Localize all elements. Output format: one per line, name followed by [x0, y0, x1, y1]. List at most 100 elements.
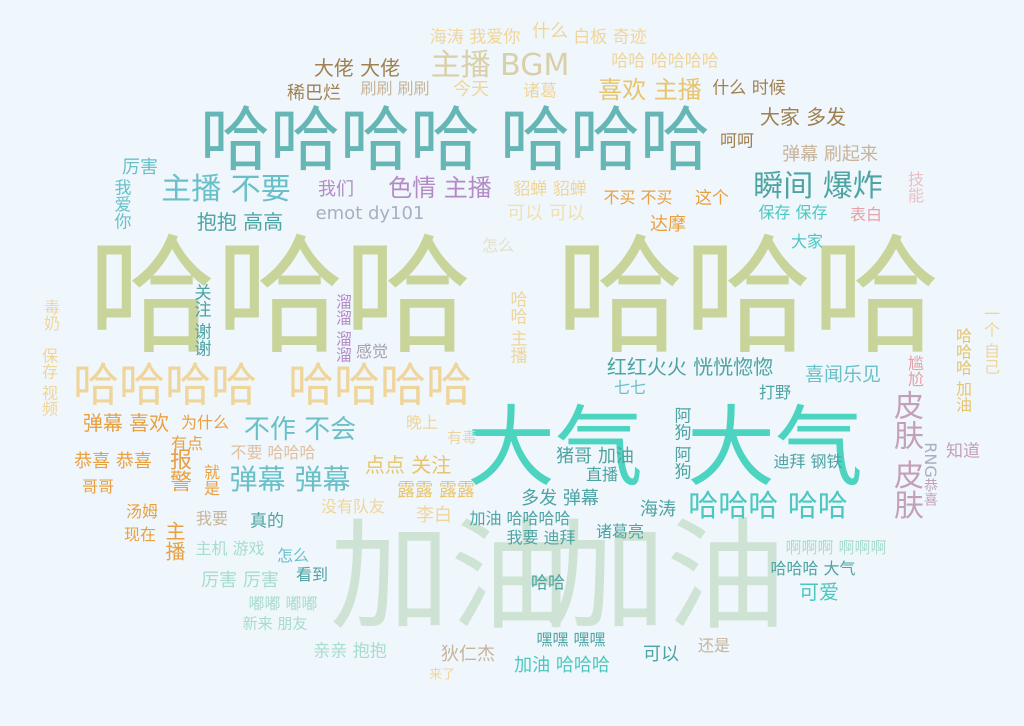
cloud-word: 抱抱 高高 — [196, 210, 284, 234]
cloud-word: 露露 露露 — [397, 480, 475, 501]
cloud-word: 大家 — [790, 232, 824, 251]
cloud-word: 哈哈哈 — [500, 99, 710, 181]
cloud-word: 海涛 我爱你 — [429, 27, 521, 48]
cloud-word: 尴尬 — [905, 355, 924, 387]
cloud-word: 阿狗 阿狗 — [670, 406, 691, 480]
cloud-word: 来了 — [428, 667, 456, 683]
cloud-word: 点点 关注 — [364, 453, 452, 477]
cloud-word: 有毒 — [446, 428, 478, 447]
cloud-word: 刷刷 刷刷 — [360, 79, 430, 98]
cloud-word: 溜溜 溜溜 — [333, 293, 352, 363]
cloud-word: 感觉 — [355, 342, 389, 361]
cloud-word: 大气 — [466, 396, 644, 499]
cloud-word: 毒奶 — [41, 299, 60, 331]
cloud-word: 稀巴烂 — [287, 83, 341, 104]
cloud-word: 主播 不要 — [161, 172, 291, 207]
cloud-word: 关注 谢谢 — [190, 283, 211, 357]
cloud-word: 主机 游戏 — [195, 539, 265, 558]
cloud-word: 什么 — [532, 21, 568, 42]
cloud-word: 哥哥 — [81, 477, 115, 496]
cloud-word: 弹幕 弹幕 — [229, 463, 351, 496]
cloud-word: 呵呵 — [720, 131, 754, 152]
cloud-word: 哈哈哈 大气 — [770, 559, 856, 578]
cloud-word: 加油 哈哈哈哈 — [469, 509, 571, 528]
cloud-word: 就是 — [201, 464, 220, 496]
cloud-word: 貂蝉 貂蝉 — [513, 179, 587, 200]
cloud-word: 啊啊啊 啊啊啊 — [785, 538, 887, 557]
cloud-word: 主播 BGM — [430, 48, 570, 83]
cloud-word: 加油 — [330, 508, 570, 647]
cloud-word: 现在 — [123, 525, 157, 544]
cloud-word: 我要 — [195, 509, 229, 528]
cloud-word: 没有队友 — [320, 497, 386, 516]
cloud-word: 喜闻乐见 — [804, 363, 882, 386]
cloud-word: 瞬间 爆炸 — [753, 169, 883, 204]
cloud-word: RNG — [921, 442, 940, 478]
cloud-word: 红红火火 恍恍惚惚 — [606, 355, 774, 379]
cloud-word: 一个 自己 — [981, 305, 1000, 375]
cloud-word: 我要 迪拜 — [506, 528, 576, 547]
cloud-word: 哈哈哈哈 — [73, 358, 257, 412]
cloud-word: 哈哈哈 — [87, 223, 473, 372]
cloud-word: 厉害 厉害 — [201, 570, 279, 591]
cloud-word: 恭喜 — [922, 478, 938, 506]
cloud-word: 厉害 — [122, 157, 158, 178]
cloud-word: 汤姆 — [125, 502, 159, 521]
cloud-word: 哈哈 哈哈哈哈 — [611, 51, 719, 72]
cloud-word: 真的 — [250, 511, 284, 532]
cloud-word: emot dy101 — [315, 203, 425, 224]
cloud-word: 新来 朋友 — [242, 614, 308, 633]
cloud-word: 嘿嘿 嘿嘿 — [536, 630, 606, 649]
cloud-word: 迪拜 钢铁 — [773, 452, 843, 471]
cloud-word: 不要 哈哈哈 — [230, 443, 316, 462]
cloud-word: 哈哈哈 加油 — [953, 327, 972, 413]
cloud-word: 皮肤 皮肤 — [888, 390, 923, 520]
cloud-word: 还是 — [697, 636, 731, 655]
cloud-word: 达摩 — [650, 214, 686, 235]
cloud-word: 哈哈 — [531, 573, 565, 594]
cloud-word: 技能 — [905, 171, 924, 203]
cloud-word: 诸葛亮 — [595, 522, 645, 541]
cloud-word: 为什么 — [180, 413, 230, 432]
cloud-word: 七七 — [613, 378, 647, 397]
cloud-word: 猪哥 加油 — [556, 446, 634, 467]
cloud-word: 亲亲 抱抱 — [313, 641, 387, 662]
cloud-word: 可以 — [643, 644, 679, 665]
cloud-word: 哈哈哈哈 — [200, 99, 480, 181]
cloud-word: 哈哈 主播 — [506, 290, 527, 364]
cloud-word: 不买 不买 — [603, 188, 673, 207]
cloud-word: 保存 视频 — [39, 347, 58, 417]
cloud-word: 知道 — [946, 441, 980, 462]
cloud-word: 诸葛 — [523, 81, 557, 102]
cloud-word: 多发 弹幕 — [521, 488, 599, 509]
cloud-word: 哈哈哈哈 — [288, 358, 472, 412]
cloud-word: 弹幕 刷起来 — [782, 144, 878, 165]
cloud-word: 海涛 — [640, 499, 676, 520]
cloud-word: 加油 — [546, 508, 786, 647]
cloud-word: 哈哈哈 哈哈 — [688, 489, 848, 524]
cloud-word: 大气 — [686, 396, 864, 499]
cloud-word: 今天 — [453, 79, 489, 100]
cloud-word: 我爱你 — [110, 178, 131, 230]
cloud-word: 这个 — [695, 188, 729, 209]
cloud-word: 白板 奇迹 — [573, 27, 647, 48]
cloud-word: 怎么 — [276, 546, 310, 565]
cloud-word: 打野 — [758, 383, 792, 402]
cloud-word: 李白 — [416, 505, 452, 526]
cloud-word: 直播 — [585, 465, 619, 484]
cloud-word: 怎么 — [481, 236, 515, 255]
cloud-word: 大家 多发 — [759, 105, 847, 129]
cloud-word: 有点 — [170, 434, 204, 453]
cloud-word: 主播 — [162, 521, 186, 561]
cloud-word: 报警 — [166, 448, 191, 492]
cloud-word: 弹幕 喜欢 — [82, 411, 170, 435]
cloud-word: 晚上 — [405, 413, 439, 432]
cloud-word: 狄仁杰 — [441, 644, 495, 665]
cloud-word: 看到 — [295, 565, 329, 584]
cloud-word: 保存 保存 — [758, 203, 828, 222]
cloud-word: 加油 哈哈哈 — [514, 655, 610, 676]
cloud-word: 哈哈哈 — [555, 223, 941, 372]
cloud-word: 什么 时候 — [712, 78, 786, 99]
cloud-word: 色情 主播 — [388, 174, 492, 202]
